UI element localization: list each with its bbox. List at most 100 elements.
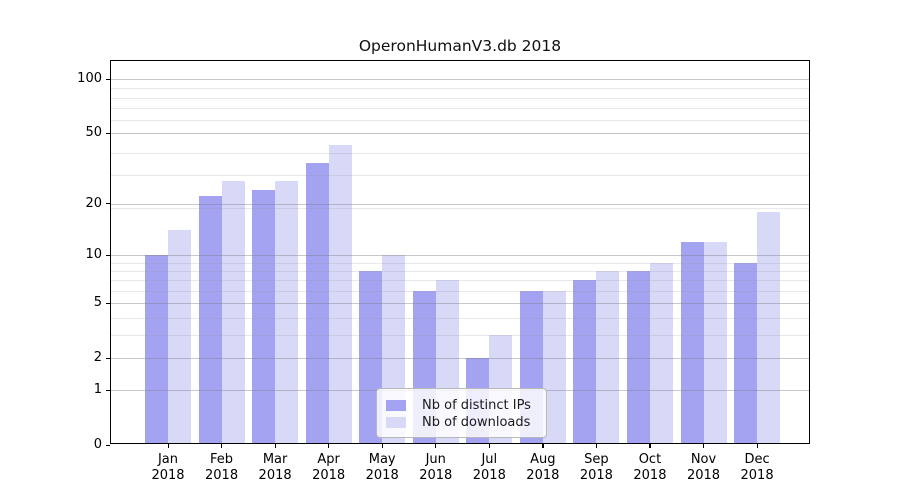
gridline-minor-89 [111, 88, 809, 90]
x-axis-tick-jul [488, 444, 490, 448]
gridline-minor-39 [111, 152, 809, 154]
x-axis-tick-nov [703, 444, 705, 448]
gridline-minor-69 [111, 108, 809, 110]
gridline-minor-7 [111, 280, 809, 282]
plot-area [110, 60, 810, 444]
gridline-minor-4 [111, 317, 809, 319]
y-axis-tick-0 [106, 444, 110, 447]
x-tick-label-jul: Jul 2018 [459, 452, 519, 484]
legend-swatch-distinct-ips [386, 400, 406, 411]
y-tick-label-100: 100 [77, 71, 102, 86]
x-tick-year-sep: 2018 [579, 468, 613, 483]
gridline-minor-9 [111, 262, 809, 264]
x-tick-year-nov: 2018 [686, 468, 721, 483]
bar-mar-nb-of-downloads [275, 180, 299, 443]
x-tick-year-dec: 2018 [740, 468, 774, 483]
x-tick-label-aug: Aug 2018 [513, 452, 573, 484]
x-tick-year-jun: 2018 [419, 468, 453, 483]
bar-apr-nb-of-distinct-ips [305, 163, 329, 443]
x-tick-year-jan: 2018 [151, 468, 185, 483]
gridline-major-2 [111, 358, 809, 360]
bar-jan-nb-of-downloads [168, 230, 191, 443]
x-axis-tick-sep [595, 444, 598, 448]
gridline-major-5 [111, 303, 809, 305]
y-axis-tick-100 [106, 78, 110, 80]
y-tick-label-1: 1 [93, 382, 102, 398]
x-tick-label-sep: Sep 2018 [566, 452, 626, 484]
x-tick-label-jan: Jan 2018 [138, 452, 198, 484]
x-axis-tick-dec [756, 444, 758, 448]
gridline-major-50 [111, 133, 809, 135]
x-tick-label-apr: Apr 2018 [299, 452, 359, 484]
bar-jan-nb-of-distinct-ips [145, 255, 168, 443]
bar-dec-nb-of-downloads [757, 211, 781, 443]
y-axis-tick-50 [106, 132, 110, 134]
x-tick-month-oct: Oct [638, 452, 662, 467]
bar-apr-nb-of-downloads [328, 144, 352, 443]
bar-feb-nb-of-downloads [221, 180, 245, 443]
x-tick-month-jul: Jul [481, 452, 498, 467]
legend-box: Nb of distinct IPs Nb of downloads [376, 388, 547, 438]
x-tick-label-dec: Dec 2018 [727, 452, 787, 484]
y-axis-tick-10 [106, 254, 110, 256]
gridline-minor-6 [111, 290, 809, 292]
x-axis-tick-may [381, 444, 383, 448]
bar-oct-nb-of-downloads [649, 262, 673, 443]
x-axis-tick-mar [274, 444, 276, 448]
x-axis-tick-feb [221, 444, 223, 448]
bar-dec-nb-of-distinct-ips [734, 262, 758, 443]
x-tick-year-mar: 2018 [258, 468, 292, 483]
x-tick-month-mar: Mar [262, 452, 288, 467]
bar-mar-nb-of-distinct-ips [252, 189, 276, 443]
y-axis-tick-1 [106, 389, 110, 392]
x-tick-label-may: May 2018 [352, 452, 412, 484]
gridline-minor-8 [111, 270, 809, 272]
gridline-major-10 [111, 255, 809, 257]
x-tick-label-feb: Feb 2018 [192, 452, 252, 484]
bar-nov-nb-of-distinct-ips [680, 241, 704, 443]
x-axis-tick-aug [542, 444, 544, 448]
x-tick-year-may: 2018 [365, 468, 399, 483]
y-axis-tick-20 [106, 203, 110, 205]
gridline-major-100 [111, 79, 809, 80]
chart-title: OperonHumanV3.db 2018 [358, 37, 562, 55]
x-tick-year-aug: 2018 [526, 468, 560, 483]
x-tick-label-mar: Mar 2018 [245, 452, 305, 484]
bar-feb-nb-of-distinct-ips [198, 196, 222, 443]
x-axis-tick-apr [328, 444, 330, 448]
legend-swatch-downloads [386, 417, 406, 428]
bar-oct-nb-of-distinct-ips [626, 270, 650, 443]
gridline-major-20 [111, 203, 809, 205]
x-tick-month-nov: Nov [690, 452, 717, 467]
gridline-minor-29 [111, 175, 809, 177]
gridline-minor-79 [111, 97, 809, 99]
x-tick-year-apr: 2018 [312, 468, 346, 483]
y-tick-label-0: 0 [93, 437, 102, 453]
gridline-minor-19 [111, 207, 809, 209]
legend-entry-distinct-ips: Nb of distinct IPs [386, 397, 546, 414]
x-axis-tick-jun [435, 444, 437, 448]
bar-sep-nb-of-distinct-ips [573, 280, 597, 443]
x-tick-year-feb: 2018 [205, 468, 239, 483]
x-tick-label-jun: Jun 2018 [406, 452, 466, 484]
legend-entry-downloads: Nb of downloads [386, 414, 546, 431]
x-tick-month-aug: Aug [530, 452, 556, 467]
x-tick-month-jun: Jun [425, 452, 446, 467]
y-tick-label-20: 20 [85, 195, 102, 211]
x-tick-label-nov: Nov 2018 [674, 452, 734, 484]
x-tick-month-sep: Sep [584, 452, 609, 467]
y-tick-label-50: 50 [85, 125, 102, 141]
bar-sep-nb-of-downloads [596, 270, 620, 443]
x-tick-month-jan: Jan [157, 452, 179, 467]
x-axis-tick-jan [167, 444, 169, 448]
x-tick-label-oct: Oct 2018 [620, 452, 680, 484]
x-tick-month-dec: Dec [744, 452, 770, 467]
x-tick-month-may: May [368, 452, 396, 467]
legend-label-downloads: Nb of downloads [422, 415, 531, 430]
x-tick-year-oct: 2018 [633, 468, 667, 483]
x-axis-tick-oct [649, 444, 651, 448]
x-tick-month-feb: Feb [210, 452, 234, 467]
bar-aug-nb-of-downloads [542, 290, 566, 443]
gridline-minor-3 [111, 335, 809, 337]
